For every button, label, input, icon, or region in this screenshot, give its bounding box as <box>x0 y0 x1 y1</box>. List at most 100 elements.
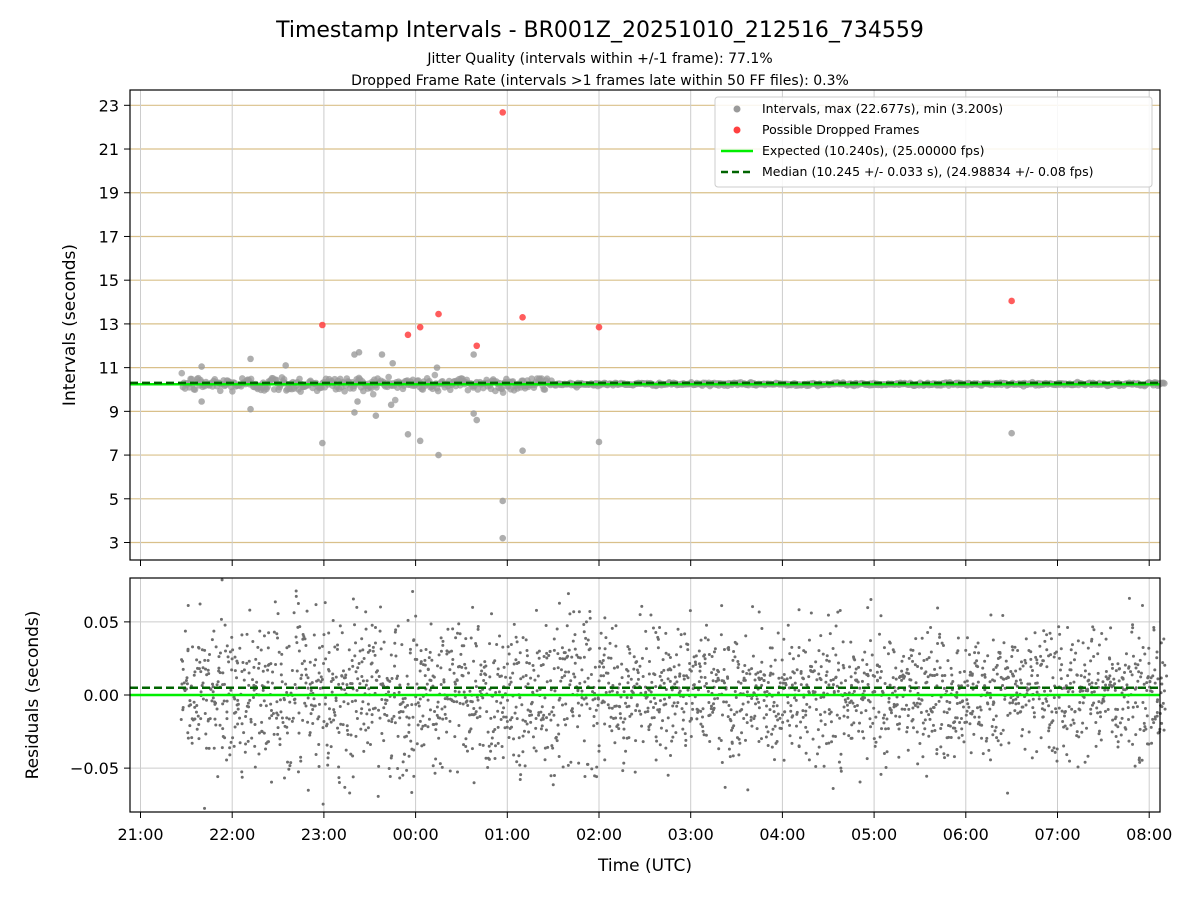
residual-point <box>425 682 429 686</box>
residual-point <box>799 671 803 675</box>
residual-point <box>1047 704 1051 708</box>
residual-point <box>586 676 590 680</box>
residual-point <box>817 649 821 653</box>
residual-point <box>223 623 227 627</box>
residual-point <box>668 656 672 660</box>
residual-point <box>249 717 253 721</box>
residual-point <box>244 742 248 746</box>
residual-point <box>1087 678 1091 682</box>
residual-point <box>609 715 613 719</box>
residual-point <box>504 675 508 679</box>
residual-point <box>915 701 919 705</box>
residual-point <box>1152 721 1156 725</box>
residual-point <box>195 703 199 707</box>
residual-point <box>280 680 284 684</box>
residual-point <box>805 730 809 734</box>
residual-point <box>306 720 310 724</box>
residual-point <box>461 674 465 678</box>
residual-point <box>798 736 802 740</box>
residual-point <box>1002 641 1006 645</box>
residual-point <box>644 647 648 651</box>
residual-point <box>294 589 298 593</box>
residual-point <box>829 720 833 724</box>
residual-point <box>763 690 767 694</box>
residual-point <box>421 714 425 718</box>
residual-point <box>1097 732 1101 736</box>
residual-point <box>577 610 581 614</box>
residual-point <box>831 647 835 651</box>
residual-point <box>327 669 331 673</box>
residual-point <box>435 705 439 709</box>
residual-point <box>236 661 240 665</box>
residual-point <box>275 716 279 720</box>
residual-point <box>317 765 321 769</box>
residual-point <box>647 728 651 732</box>
residual-point <box>486 766 490 770</box>
residual-point <box>319 675 323 679</box>
residual-point <box>357 661 361 665</box>
residual-point <box>1078 701 1082 705</box>
residual-point <box>380 697 384 701</box>
residual-point <box>915 730 919 734</box>
residual-point <box>819 634 823 638</box>
residual-point <box>501 756 505 760</box>
residual-point <box>570 655 574 659</box>
residual-point <box>788 734 792 738</box>
residual-point <box>412 748 416 752</box>
residual-point <box>853 671 857 675</box>
residual-point <box>1131 742 1135 746</box>
interval-point <box>341 388 348 395</box>
residual-point <box>211 682 215 686</box>
residual-point <box>717 678 721 682</box>
residual-point <box>757 610 761 614</box>
residual-point <box>771 672 775 676</box>
y-tick-label: 21 <box>99 140 119 159</box>
residual-point <box>423 663 427 667</box>
residual-point <box>1116 708 1120 712</box>
residual-point <box>935 752 939 756</box>
y-tick-label: 11 <box>99 359 119 378</box>
residual-point <box>735 642 739 646</box>
residual-point <box>1051 719 1055 723</box>
residual-point <box>939 727 943 731</box>
residual-point <box>300 673 304 677</box>
residual-point <box>418 697 422 701</box>
residual-point <box>368 742 372 746</box>
residual-point <box>474 642 478 646</box>
residual-point <box>253 723 257 727</box>
residual-point <box>263 664 267 668</box>
residual-point <box>1083 663 1087 667</box>
residual-point <box>913 663 917 667</box>
residual-point <box>801 709 805 713</box>
residual-point <box>770 732 774 736</box>
residual-point <box>331 619 335 623</box>
residual-point <box>225 758 229 762</box>
residual-point <box>304 643 308 647</box>
residual-point <box>675 680 679 684</box>
residual-point <box>733 655 737 659</box>
residual-point <box>729 719 733 723</box>
residual-point <box>476 698 480 702</box>
residual-point <box>638 664 642 668</box>
residual-point <box>351 754 355 758</box>
residual-point <box>975 706 979 710</box>
residual-point <box>750 667 754 671</box>
residual-point <box>836 689 840 693</box>
residual-point <box>1067 705 1071 709</box>
residual-point <box>203 806 207 810</box>
residual-point <box>1147 646 1151 650</box>
residual-point <box>993 679 997 683</box>
residual-point <box>590 767 594 771</box>
residual-point <box>341 723 345 727</box>
residual-point <box>478 706 482 710</box>
residual-point <box>563 657 567 661</box>
residual-point <box>271 712 275 716</box>
residual-point <box>961 699 965 703</box>
residual-point <box>505 662 509 666</box>
residual-point <box>552 667 556 671</box>
residual-point <box>567 670 571 674</box>
residual-point <box>186 736 190 740</box>
residual-point <box>827 659 831 663</box>
residual-point <box>1057 695 1061 699</box>
residual-point <box>797 645 801 649</box>
